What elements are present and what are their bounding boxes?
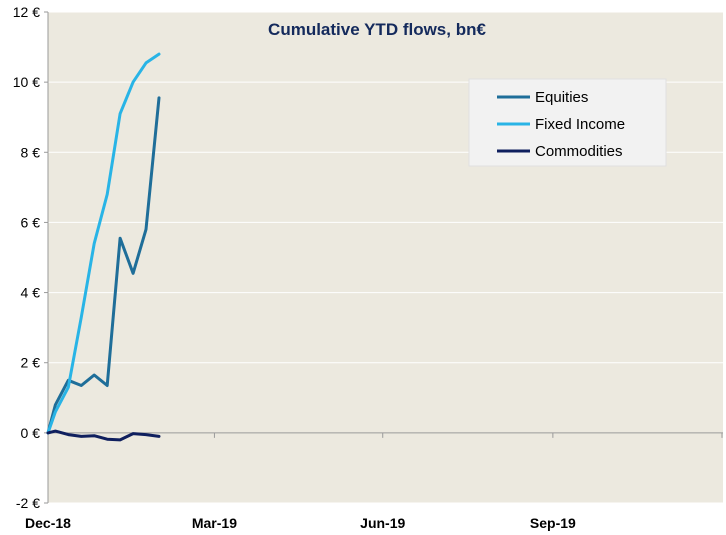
x-tick-label: Jun-19: [360, 515, 405, 531]
series-line-equities: [46, 96, 161, 435]
x-tick-label: Sep-19: [530, 515, 576, 531]
chart-title: Cumulative YTD flows, bn€: [268, 20, 486, 39]
legend-item: Commodities: [497, 143, 623, 160]
y-tick-label: -2 €: [16, 495, 40, 511]
series-line-fixed-income: [46, 52, 161, 435]
legend-label: Equities: [535, 89, 588, 106]
y-tick-label: 6 €: [21, 214, 41, 230]
y-tick-label: 2 €: [21, 355, 41, 371]
series-lines: [46, 52, 161, 442]
y-axis-ticks: -2 € 0 € 2 € 4 € 6 € 8 € 10 € 12 €: [13, 4, 48, 511]
legend-item: Fixed Income: [497, 116, 625, 133]
legend-label: Fixed Income: [535, 116, 625, 133]
axes: [47, 12, 723, 503]
legend: Equities Fixed Income Commodities: [468, 78, 667, 167]
series-line-commodities: [46, 429, 161, 442]
y-tick-label: 0 €: [21, 425, 41, 441]
y-tick-label: 10 €: [13, 74, 40, 90]
y-tick-label: 8 €: [21, 144, 41, 160]
x-tick-label: Mar-19: [192, 515, 237, 531]
legend-item: Equities: [497, 89, 588, 106]
x-axis-ticks: Dec-18 Mar-19 Jun-19 Sep-19: [25, 432, 723, 531]
x-tick-label: Dec-18: [25, 515, 71, 531]
legend-label: Commodities: [535, 143, 623, 160]
y-tick-label: 4 €: [21, 285, 41, 301]
y-tick-label: 12 €: [13, 4, 40, 20]
